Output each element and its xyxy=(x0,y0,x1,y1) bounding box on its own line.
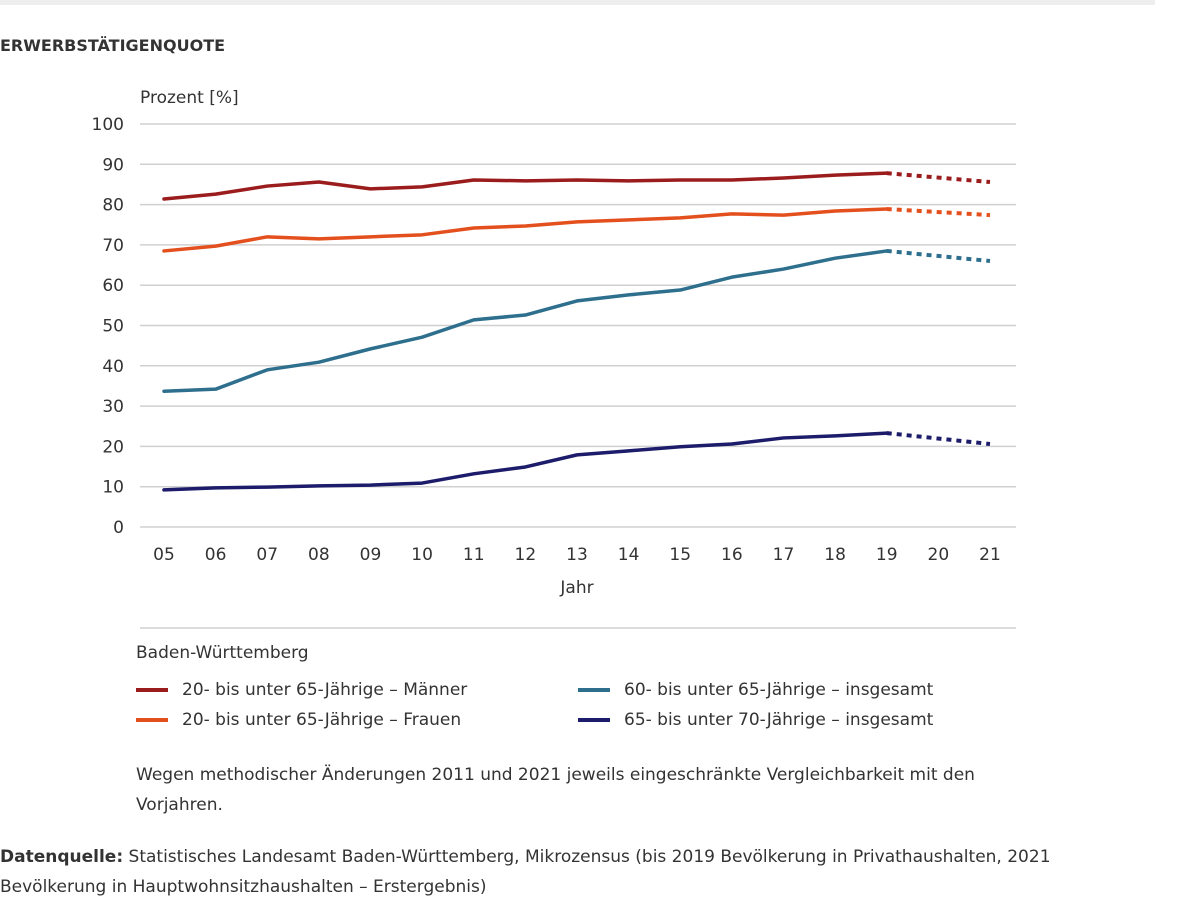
legend-label: 20- bis unter 65-Jährige – Männer xyxy=(182,680,467,700)
series-line-dashed xyxy=(887,433,990,444)
series-line xyxy=(164,433,887,490)
y-tick-label: 0 xyxy=(113,518,124,538)
y-tick-label: 100 xyxy=(92,115,124,135)
x-tick-label: 13 xyxy=(566,545,588,565)
x-tick-label: 06 xyxy=(205,545,227,565)
legend-item: 20- bis unter 65-Jährige – Frauen xyxy=(136,710,461,730)
legend-label: 60- bis unter 65-Jährige – insgesamt xyxy=(624,680,933,700)
y-tick-label: 60 xyxy=(102,276,124,296)
x-tick-label: 12 xyxy=(515,545,537,565)
y-tick-label: 70 xyxy=(102,236,124,256)
series-line-dashed xyxy=(887,251,990,261)
x-tick-label: 11 xyxy=(463,545,485,565)
x-tick-label: 09 xyxy=(360,545,382,565)
x-tick-label: 14 xyxy=(618,545,640,565)
y-tick-label: 20 xyxy=(102,437,124,457)
source-text: Statistisches Landesamt Baden-Württember… xyxy=(0,847,1051,897)
x-tick-label: 10 xyxy=(411,545,433,565)
x-tick-label: 19 xyxy=(876,545,898,565)
legend-label: 65- bis unter 70-Jährige – insgesamt xyxy=(624,710,933,730)
x-tick-label: 07 xyxy=(256,545,278,565)
series-line xyxy=(164,251,887,391)
series-line-dashed xyxy=(887,209,990,215)
source-label: Datenquelle: xyxy=(0,847,123,867)
legend-label: 20- bis unter 65-Jährige – Frauen xyxy=(182,710,461,730)
y-axis-label: Prozent [%] xyxy=(140,88,239,108)
legend-swatch xyxy=(136,688,168,692)
legend-title: Baden-Württemberg xyxy=(136,643,309,663)
x-tick-label: 15 xyxy=(669,545,691,565)
footnote: Wegen methodischer Änderungen 2011 und 2… xyxy=(136,760,1036,820)
line-chart: 0 10 20 30 40 50 60 70 80 90 100 05 06 07 08 09 10 11 12 13… xyxy=(0,0,1200,640)
x-tick-label: 20 xyxy=(928,545,950,565)
x-tick-label: 05 xyxy=(153,545,175,565)
y-tick-label: 80 xyxy=(102,196,124,216)
x-tick-label: 17 xyxy=(773,545,795,565)
y-tick-label: 30 xyxy=(102,397,124,417)
legend-item: 20- bis unter 65-Jährige – Männer xyxy=(136,680,467,700)
x-axis-label: Jahr xyxy=(559,578,593,598)
x-tick-label: 16 xyxy=(721,545,743,565)
data-source: Datenquelle: Statistisches Landesamt Bad… xyxy=(0,842,1150,902)
legend-item: 60- bis unter 65-Jährige – insgesamt xyxy=(578,680,933,700)
y-tick-label: 50 xyxy=(102,317,124,337)
x-tick-label: 21 xyxy=(979,545,1001,565)
legend-item: 65- bis unter 70-Jährige – insgesamt xyxy=(578,710,933,730)
series-line-dashed xyxy=(887,173,990,182)
x-tick-label: 18 xyxy=(824,545,846,565)
legend-swatch xyxy=(578,718,610,722)
y-tick-label: 40 xyxy=(102,357,124,377)
y-tick-label: 90 xyxy=(102,155,124,175)
y-tick-label: 10 xyxy=(102,478,124,498)
legend-swatch xyxy=(578,688,610,692)
x-tick-label: 08 xyxy=(308,545,330,565)
series-line xyxy=(164,173,887,199)
legend-swatch xyxy=(136,718,168,722)
